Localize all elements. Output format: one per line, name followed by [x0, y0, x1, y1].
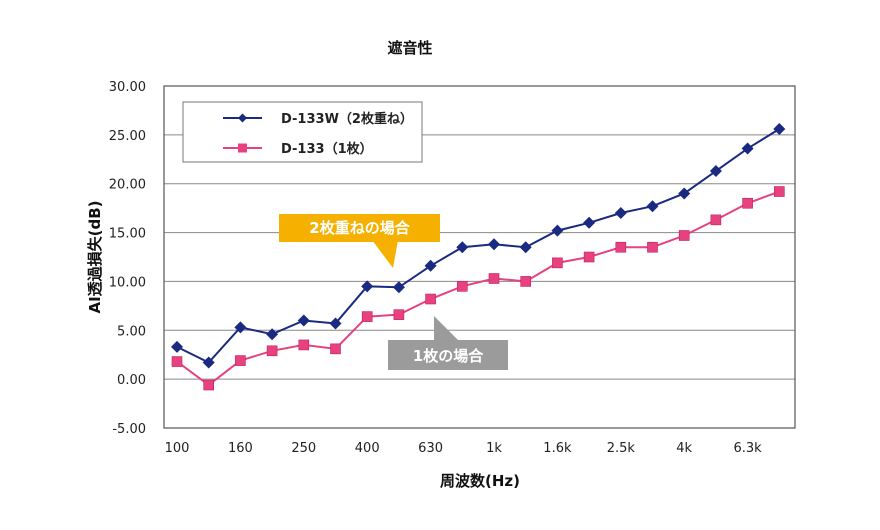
data-point-square: [361, 311, 373, 322]
data-point-diamond: [392, 281, 405, 294]
y-tick-label: 5.00: [117, 324, 146, 339]
svg-text:1枚の場合: 1枚の場合: [413, 347, 484, 365]
chart-title: 遮音性: [387, 39, 432, 57]
series-line-0: [176, 128, 780, 364]
data-point-diamond: [519, 241, 532, 254]
y-tick-label: 10.00: [109, 275, 146, 290]
y-axis-label: AI透過損失(dB): [86, 200, 104, 313]
x-tick-label: 6.3k: [733, 441, 762, 456]
legend-label-d133w: D-133W（2枚重ね）: [281, 111, 413, 127]
x-tick-label: 160: [228, 441, 253, 456]
data-point-square: [298, 339, 310, 351]
data-point-square: [330, 343, 341, 355]
data-point-square: [488, 273, 500, 284]
data-point-square: [615, 241, 627, 253]
data-point-square: [266, 345, 278, 357]
x-tick-label: 1.6k: [543, 441, 572, 456]
x-tick-label: 2.5k: [607, 441, 636, 456]
y-tick-label: 30.00: [109, 80, 146, 95]
legend-square-marker: [238, 143, 247, 153]
x-tick-label: 250: [291, 441, 316, 456]
data-point-square: [235, 355, 246, 366]
data-point-diamond: [361, 280, 374, 293]
data-point-square: [583, 251, 595, 263]
x-tick-label: 630: [418, 441, 443, 456]
x-tick-label: 400: [355, 441, 380, 456]
data-point-diamond: [202, 356, 215, 369]
data-point-diamond: [709, 165, 722, 178]
data-point-diamond: [297, 314, 310, 327]
x-tick-label: 1k: [486, 441, 502, 456]
plot-frame: [163, 85, 796, 429]
legend: D-133W（2枚重ね） D-133（1枚）: [182, 101, 423, 163]
data-point-square: [520, 276, 532, 287]
data-point-square: [456, 281, 468, 292]
data-point-square: [393, 309, 405, 320]
data-point-square: [742, 197, 753, 209]
data-point-square: [773, 186, 785, 197]
svg-text:2枚重ねの場合: 2枚重ねの場合: [309, 219, 410, 237]
data-point-diamond: [741, 142, 754, 155]
y-tick-label: -5.00: [112, 422, 146, 437]
data-point-square: [425, 293, 436, 305]
y-tick-label: 15.00: [109, 227, 146, 242]
data-point-diamond: [171, 340, 183, 353]
data-point-square: [171, 356, 183, 367]
data-point-diamond: [456, 241, 469, 254]
x-axis-label: 周波数(Hz): [440, 472, 520, 490]
data-point-diamond: [583, 216, 596, 229]
data-point-square: [678, 230, 690, 241]
x-tick-label: 100: [165, 441, 190, 456]
data-point-diamond: [551, 224, 564, 237]
data-point-diamond: [266, 328, 279, 341]
data-point-square: [552, 257, 563, 269]
data-point-diamond: [488, 238, 500, 251]
callout-double: 2枚重ねの場合: [279, 214, 440, 268]
legend-diamond-marker: [238, 113, 247, 123]
data-point-square: [203, 379, 214, 391]
data-point-diamond: [614, 207, 627, 220]
data-point-diamond: [234, 321, 247, 334]
y-tick-label: 20.00: [109, 178, 146, 193]
data-point-diamond: [329, 317, 342, 330]
data-point-diamond: [424, 259, 437, 272]
y-tick-label: 25.00: [109, 129, 146, 144]
data-point-square: [710, 214, 722, 226]
data-point-diamond: [646, 200, 659, 213]
callout-single: 1枚の場合: [388, 316, 508, 370]
data-point-square: [647, 241, 658, 253]
y-tick-label: 0.00: [117, 373, 146, 388]
legend-label-d133: D-133（1枚）: [281, 141, 373, 157]
x-tick-label: 4k: [676, 441, 692, 456]
data-point-diamond: [678, 187, 691, 200]
data-point-diamond: [773, 122, 786, 135]
